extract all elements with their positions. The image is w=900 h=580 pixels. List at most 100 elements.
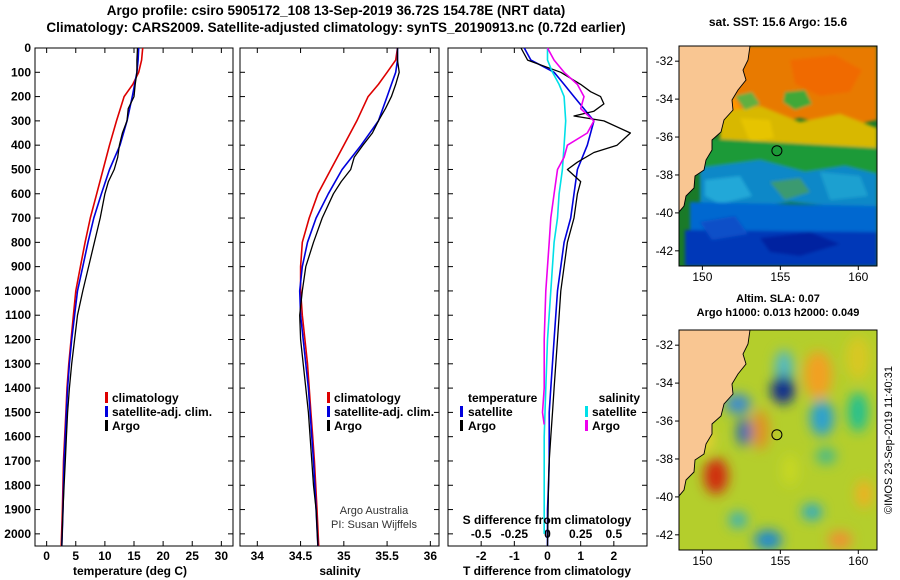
depth-tick-label: 200 (11, 90, 31, 104)
depth-tick-label: 1700 (4, 454, 31, 468)
salinity-lines (298, 47, 400, 547)
difference-xlabel-top: S difference from climatology (463, 513, 632, 527)
sla-ytick-label: -38 (656, 452, 674, 466)
sal-legend-argo-label: Argo (334, 419, 362, 433)
difference-legend-salinity: salinity satellite Argo (585, 391, 640, 433)
depth-tick-label: 1000 (4, 284, 31, 298)
diff-stick-label: 0.5 (605, 527, 622, 541)
depth-tick-label: 300 (11, 114, 31, 128)
legend-climatology-label: climatology (112, 391, 179, 405)
sla-xtick-label: 160 (848, 554, 868, 568)
sst-ytick-label: -40 (656, 206, 674, 220)
difference-frame (447, 47, 648, 547)
diff-legend-t-satellite-label: satellite (468, 405, 513, 419)
sla-xtick-label: 150 (692, 554, 712, 568)
sal-legend-climatology-label: climatology (334, 391, 401, 405)
title-line-1: Argo profile: csiro 5905172_108 13-Sep-2… (106, 3, 566, 18)
diff-stick-label: -0.25 (501, 527, 529, 541)
diff-legend-temperature-title: temperature (468, 391, 538, 405)
sla-map-frame (678, 329, 878, 551)
depth-tick-label: 500 (11, 162, 31, 176)
salinity-ticks: 34 34.5 35 35.5 36 (240, 47, 439, 563)
temp-xtick-label: 20 (156, 549, 170, 563)
sst-xtick-label: 155 (770, 270, 790, 284)
sal-legend-satellite-label: satellite-adj. clim. (334, 405, 434, 419)
legend-argo-swatch (105, 420, 108, 431)
diff-stick-label: -0.5 (471, 527, 492, 541)
diff-legend-s-satellite-swatch (585, 406, 588, 417)
diff-xtick-label: -2 (476, 549, 487, 563)
temp-xtick-label: 30 (215, 549, 229, 563)
legend-climatology-swatch (105, 392, 108, 403)
salinity-panel: 34 34.5 35 35.5 36 salinity climatology sate… (239, 47, 440, 578)
sst-xtick-label: 150 (692, 270, 712, 284)
sla-ytick-label: -42 (656, 528, 674, 542)
difference-lines (520, 47, 632, 547)
temperature-frame (34, 47, 234, 547)
difference-ticks: -2 -1 0 1 2-0.5 -0.25 0 0.25 0.5 (448, 47, 647, 563)
difference-panel: -2 -1 0 1 2-0.5 -0.25 0 0.25 0.5 T difference fr… (447, 47, 648, 578)
depth-tick-label: 100 (11, 65, 31, 79)
sst-argo-position-marker (771, 145, 783, 157)
sal-legend-climatology-swatch (327, 392, 330, 403)
salinity-xlabel: salinity (319, 564, 361, 578)
sal-xtick-label: 35 (337, 549, 351, 563)
sal-xtick-label: 35.5 (375, 549, 399, 563)
sst-xtick-label: 160 (848, 270, 868, 284)
sst-land (679, 46, 751, 213)
credit-line-2: PI: Susan Wijffels (331, 519, 417, 531)
temp-series-satellite-adj-clim- (61, 47, 140, 547)
diff-xtick-label: 2 (610, 549, 617, 563)
sal-series-argo (299, 48, 400, 547)
diff-xtick-label: 0 (544, 549, 551, 563)
imos-side-label: ©IMOS 23-Sep-2019 11:40:31 (883, 366, 895, 514)
sal-series-climatology (299, 47, 399, 547)
sla-map: 150 155 160 -32 -34 -36 -38 -40 -42 Altim. SLA: … (656, 293, 878, 568)
depth-tick-label: 1500 (4, 405, 31, 419)
depth-tick-label: 2000 (4, 527, 31, 541)
depth-tick-label: 1200 (4, 333, 31, 347)
sst-ytick-label: -38 (656, 168, 674, 182)
diff-legend-salinity-title: salinity (599, 391, 641, 405)
depth-tick-label: 1900 (4, 503, 31, 517)
sla-map-ticks: 150 155 160 -32 -34 -36 -38 -40 -42 (656, 338, 869, 568)
temp-xtick-label: 15 (127, 549, 141, 563)
diff-xtick-label: -1 (509, 549, 520, 563)
sst-map-ticks: 150 155 160 -32 -34 -36 -38 -40 -42 (656, 54, 869, 284)
temp-xtick-label: 25 (186, 549, 200, 563)
sal-xtick-label: 34 (251, 549, 265, 563)
depth-tick-label: 1600 (4, 430, 31, 444)
sla-xtick-label: 155 (770, 554, 790, 568)
diff-legend-t-argo-swatch (460, 420, 463, 431)
salinity-legend: climatology satellite-adj. clim. Argo (327, 391, 434, 433)
temperature-xlabel: temperature (deg C) (73, 564, 187, 578)
temperature-ticks: 0100200300400500600700800900100011001200… (4, 41, 233, 563)
title-line-2: Climatology: CARS2009. Satellite-adjuste… (46, 20, 626, 35)
depth-tick-label: 1800 (4, 478, 31, 492)
depth-tick-label: 400 (11, 138, 31, 152)
depth-tick-label: 1400 (4, 381, 31, 395)
sla-field (679, 330, 872, 550)
sal-legend-satellite-swatch (327, 406, 330, 417)
sla-land (679, 330, 751, 497)
temp-xtick-label: 10 (98, 549, 112, 563)
sst-map-frame (678, 45, 878, 267)
depth-tick-label: 800 (11, 235, 31, 249)
temp-series-argo (61, 47, 139, 547)
diff-series-s-argo (541, 47, 595, 425)
diff-legend-s-satellite-label: satellite (592, 405, 637, 419)
diff-xtick-label: 1 (577, 549, 584, 563)
sst-field (679, 46, 877, 266)
difference-legend-temperature: temperature satellite Argo (460, 391, 538, 433)
sal-xtick-label: 36 (424, 549, 438, 563)
depth-tick-label: 700 (11, 211, 31, 225)
diff-stick-label: 0.25 (569, 527, 593, 541)
diff-series-s-satellite (543, 48, 567, 534)
sla-ytick-label: -36 (656, 414, 674, 428)
sal-legend-argo-swatch (327, 420, 330, 431)
legend-satellite-swatch (105, 406, 108, 417)
sla-ytick-label: -32 (656, 338, 674, 352)
diff-legend-t-satellite-swatch (460, 406, 463, 417)
legend-satellite-label: satellite-adj. clim. (112, 405, 212, 419)
